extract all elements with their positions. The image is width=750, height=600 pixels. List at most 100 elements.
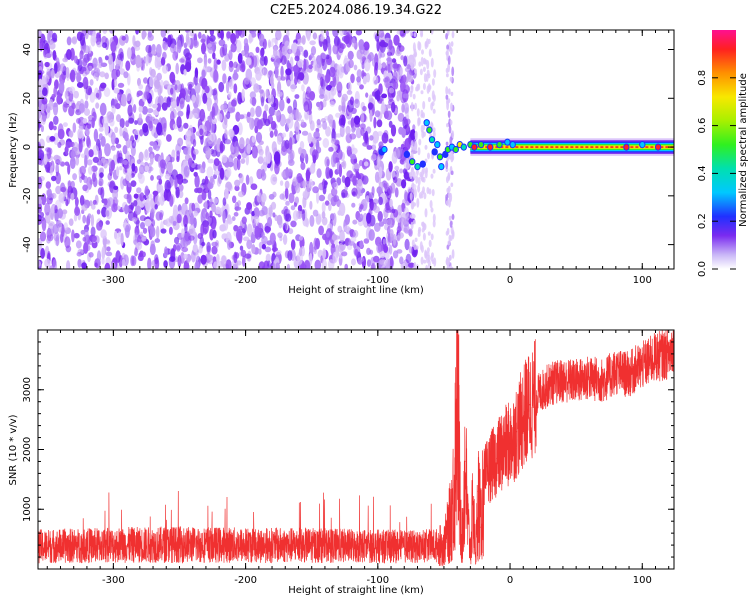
noise-speckle [390,124,397,137]
noise-speckle [355,30,362,36]
noise-speckle-edge [431,78,435,86]
noise-speckle [343,225,350,233]
noise-speckle [329,100,335,107]
noise-speckle [162,51,167,60]
noise-speckle [369,135,374,141]
noise-speckle [83,242,89,254]
noise-speckle [116,166,120,177]
noise-speckle [324,200,330,206]
noise-speckle [314,64,320,72]
noise-speckle [332,30,339,38]
noise-speckle [373,205,380,214]
noise-speckle [335,133,342,138]
noise-speckle [280,145,288,156]
noise-speckle [317,213,322,220]
noise-speckle [286,79,291,87]
noise-speckle [240,158,246,164]
noise-speckle [120,232,124,246]
noise-speckle [221,154,228,164]
noise-speckle [172,51,178,61]
noise-speckle [86,135,91,147]
noise-speckle [294,55,300,62]
noise-speckle [124,204,129,215]
noise-speckle [359,240,364,249]
noise-speckle [251,135,256,143]
noise-speckle [135,30,139,35]
noise-speckle [227,155,234,168]
noise-speckle [237,191,245,198]
snr-point [459,496,461,498]
noise-speckle [237,122,243,136]
noise-speckle [353,243,357,249]
noise-strip-speckle [448,215,452,221]
noise-speckle [407,75,414,83]
noise-speckle [379,259,385,265]
noise-speckle [277,135,282,145]
noise-speckle [66,260,71,269]
noise-speckle [111,203,118,213]
noise-speckle [133,200,138,207]
noise-speckle [384,202,391,211]
snr-point [453,484,456,486]
noise-speckle [149,75,154,88]
noise-speckle [302,90,306,105]
noise-speckle [255,233,261,240]
noise-speckle-edge [413,219,416,225]
noise-speckle [405,253,412,264]
noise-speckle [403,189,408,204]
noise-speckle [303,101,310,113]
noise-speckle [248,33,253,44]
noise-speckle [228,49,233,61]
noise-speckle [45,53,52,59]
noise-speckle [239,173,244,184]
noise-speckle [123,163,130,170]
noise-speckle [337,90,342,98]
noise-speckle [172,123,178,130]
noise-speckle [93,128,99,142]
noise-speckle [384,258,391,269]
noise-speckle [267,39,271,49]
noise-speckle [212,229,217,239]
noise-speckle [82,184,88,192]
noise-speckle-edge [422,112,425,119]
snr-x-tick-label: -200 [234,575,257,586]
noise-speckle [267,94,275,105]
noise-speckle [353,64,358,71]
noise-speckle [110,159,116,171]
noise-speckle [126,192,132,204]
noise-speckle [319,76,324,87]
noise-speckle-edge [432,130,436,139]
noise-speckle [114,199,119,204]
noise-speckle-edge [433,69,437,78]
snr-panel: -300 -200 -100 0 100 1000 2000 3000 Height of s… [8,329,675,596]
noise-speckle [309,40,316,46]
noise-speckle-edge [422,124,426,131]
noise-speckle [268,204,273,218]
noise-speckle [387,63,391,74]
noise-speckle [183,253,188,259]
snr-axes: -300 -200 -100 0 100 1000 2000 3000 [22,330,674,586]
noise-speckle [403,207,410,219]
noise-speckle [251,244,256,254]
noise-speckle [267,216,273,228]
snr-point [475,556,477,558]
noise-speckle [174,176,178,190]
noise-speckle [278,217,283,229]
noise-speckle [297,71,305,81]
noise-speckle [53,125,57,131]
noise-strip-speckle [447,63,450,73]
noise-speckle [134,129,141,136]
noise-speckle [69,130,74,138]
noise-speckle [152,118,159,125]
signal-cluster [439,164,444,170]
noise-speckle [384,251,390,260]
noise-speckle [104,55,109,61]
noise-speckle [298,68,305,74]
noise-speckle [329,168,334,179]
noise-speckle [175,143,182,155]
noise-speckle [145,44,152,54]
noise-speckle [269,75,274,86]
noise-speckle [332,44,339,55]
noise-strip-speckle [449,119,453,126]
noise-speckle [48,121,54,131]
